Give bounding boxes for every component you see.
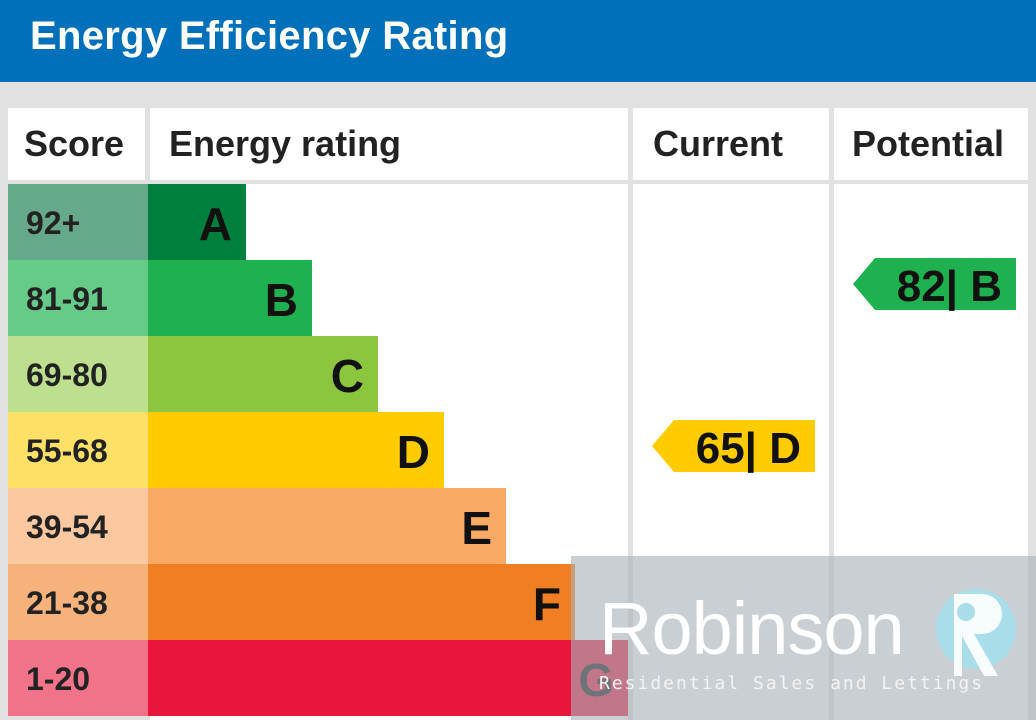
current-rating-label: 65| D (696, 424, 801, 474)
score-range-a: 92+ (26, 205, 80, 241)
score-range-d: 55-68 (26, 433, 108, 469)
watermark: Robinson Residential Sales and Lettings (571, 556, 1036, 720)
score-cell-g (8, 640, 148, 716)
rating-bar-c (148, 336, 378, 412)
potential-column-header: Potential (852, 123, 1005, 164)
score-range-g: 1-20 (26, 661, 90, 697)
score-range-f: 21-38 (26, 585, 108, 621)
robinson-logo-icon (936, 589, 1016, 676)
score-header-cell: Score (8, 108, 145, 180)
rating-header-cell: Energy rating (150, 108, 628, 180)
rating-bar-e (148, 488, 506, 564)
current-column-header: Current (653, 123, 784, 164)
score-range-e: 39-54 (26, 509, 108, 545)
rating-bar-d (148, 412, 444, 488)
rating-bar-b (148, 260, 312, 336)
rating-letter-e: E (461, 502, 492, 554)
score-cell-d (8, 412, 148, 488)
rating-letter-a: A (199, 198, 232, 250)
score-cell-b (8, 260, 148, 336)
rating-bar-g (148, 640, 628, 716)
score-cell-f (8, 564, 148, 640)
rating-letter-b: B (265, 274, 298, 326)
header-bar: Energy Efficiency Rating (0, 0, 1036, 82)
rating-column-header: Energy rating (169, 123, 402, 164)
rating-letter-c: C (331, 350, 364, 402)
potential-header-cell: Potential (834, 108, 1028, 180)
current-header-cell: Current (633, 108, 829, 180)
score-column-header: Score (24, 123, 125, 164)
rating-letter-d: D (397, 426, 430, 478)
potential-rating-label: 82| B (897, 262, 1002, 312)
score-cell-c (8, 336, 148, 412)
watermark-tagline: Residential Sales and Lettings (599, 673, 985, 694)
score-cell-e (8, 488, 148, 564)
score-range-c: 69-80 (26, 357, 108, 393)
score-range-b: 81-91 (26, 281, 108, 317)
potential-rating-arrow (853, 258, 1016, 310)
rating-letter-f: F (533, 578, 561, 630)
score-cell-a (8, 184, 148, 260)
page-title: Energy Efficiency Rating (30, 14, 509, 58)
rating-bar-a (148, 184, 246, 260)
current-rating-arrow (652, 420, 815, 472)
watermark-name: Robinson (599, 587, 905, 670)
rating-bar-f (148, 564, 575, 640)
